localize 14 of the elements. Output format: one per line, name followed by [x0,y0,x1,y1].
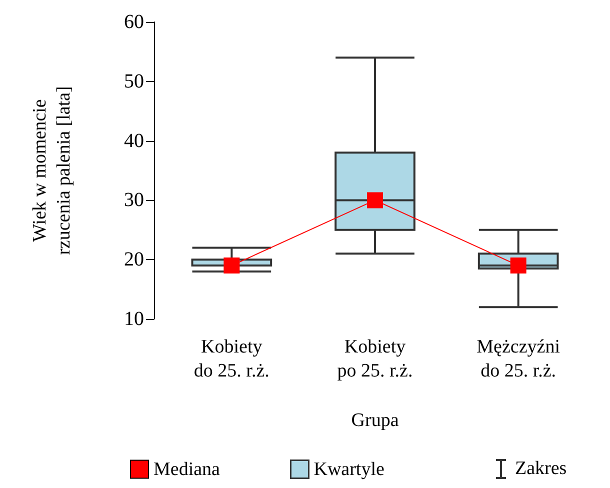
y-axis-title: Wiek w momencie rzucenia palenia [lata] [30,86,74,255]
y-tick-label: 30 [124,189,144,212]
y-tick-label: 50 [124,70,144,92]
y-tick-label: 20 [124,248,144,271]
y-tick-label: 40 [124,130,144,152]
y-tick-label: 10 [124,308,144,330]
legend-label: Kwartyle [314,458,384,480]
x-tick-label: Kobiety do 25. r.ż. [194,336,270,382]
legend-label: Mediana [154,458,221,480]
y-tick-label: 60 [124,11,144,33]
text: Zakres [515,458,567,480]
x-tick-label: Mężczyźni do 25. r.ż. [476,336,560,382]
x-axis-title: Grupa [351,410,400,431]
x-tick-label: Kobiety po 25. r.ż. [337,336,413,382]
